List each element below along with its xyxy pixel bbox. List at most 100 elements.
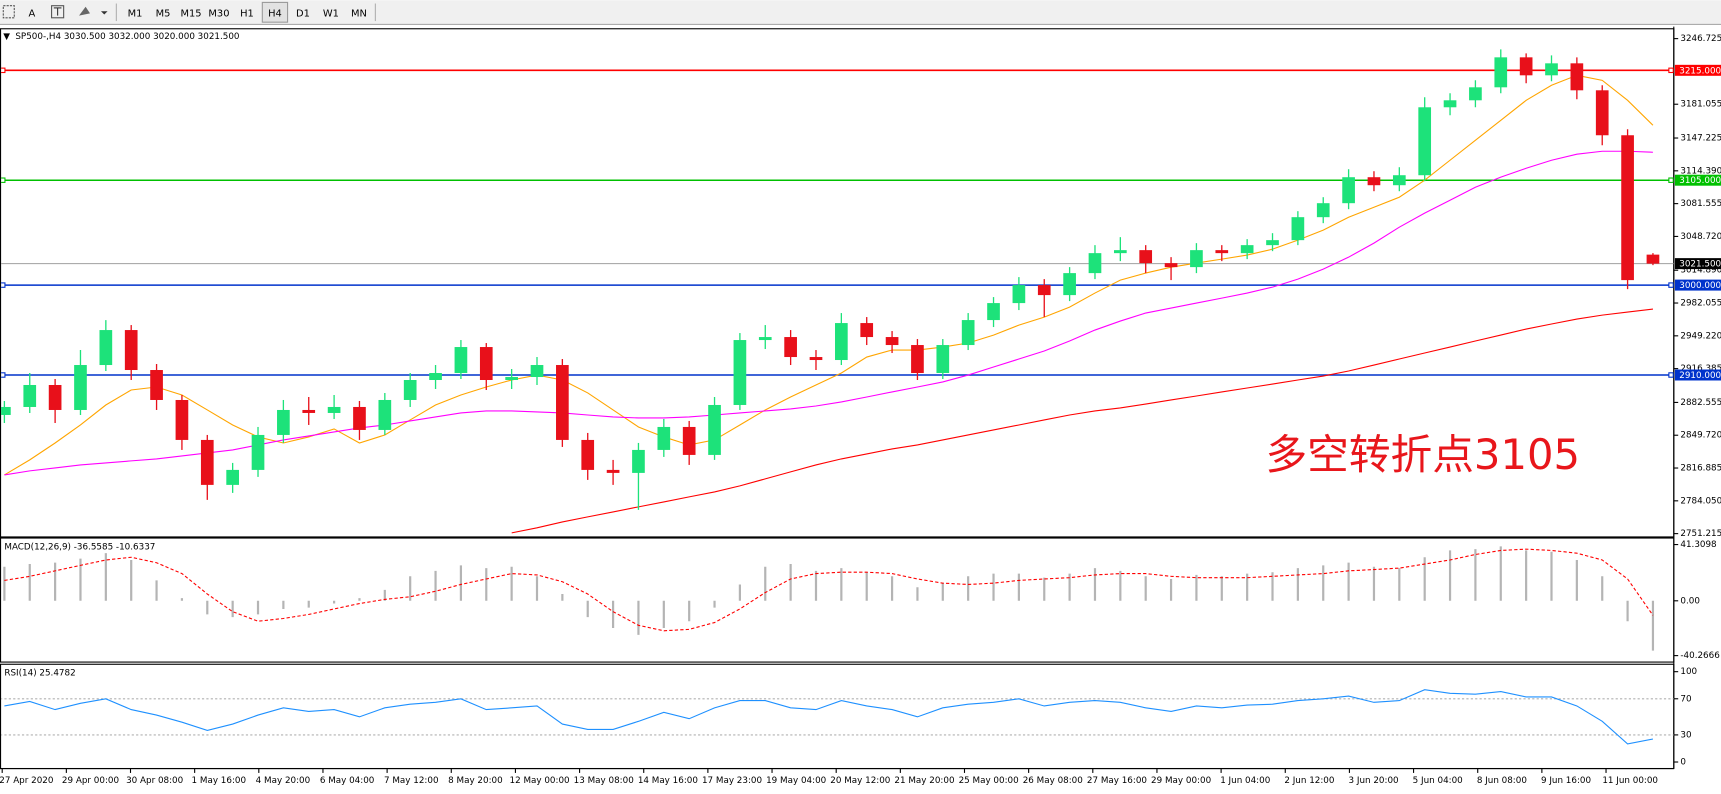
timeframe-button[interactable]: MN — [351, 8, 367, 19]
candle-body — [809, 357, 823, 361]
candle-body — [1190, 250, 1203, 268]
candle-body — [1113, 250, 1127, 254]
timeframe-button[interactable]: H1 — [240, 8, 254, 19]
candle-body — [150, 370, 163, 400]
x-tick-label: 8 Jun 08:00 — [1477, 776, 1527, 786]
level-tag — [1674, 279, 1721, 291]
rsi-line — [4, 689, 1654, 745]
timeframe-button[interactable]: W1 — [323, 8, 339, 19]
pane-title: SP500-,H4 3030.500 3032.000 3020.000 302… — [15, 32, 239, 42]
level-tag-label: 3215.000 — [1679, 66, 1721, 76]
candle-body — [657, 426, 671, 450]
x-tick-label: 3 Jun 20:00 — [1349, 776, 1399, 786]
candle-body — [505, 377, 518, 381]
candle-body — [1215, 250, 1229, 254]
y-tick-label: 2949.220 — [1680, 331, 1721, 341]
candle-body — [632, 449, 645, 473]
moving-average — [4, 74, 1654, 476]
candle-body — [403, 380, 417, 400]
level-handle — [1668, 282, 1674, 288]
y-tick-label: 41.3098 — [1680, 540, 1716, 550]
candle-body — [682, 426, 696, 455]
candle-body — [708, 404, 721, 455]
level-tag-label: 3105.000 — [1679, 176, 1721, 186]
candle-body — [1063, 273, 1076, 296]
candle-body — [556, 365, 569, 440]
x-tick-label: 11 Jun 00:00 — [1602, 776, 1658, 786]
candle-body — [378, 399, 392, 430]
timeframe-button[interactable]: M30 — [208, 8, 229, 19]
x-tick-label: 6 May 04:00 — [320, 776, 375, 786]
x-tick-label: 12 May 00:00 — [510, 776, 570, 786]
timeframe-button[interactable]: M5 — [156, 8, 171, 19]
macd-signal — [4, 548, 1654, 632]
x-tick-label: 19 May 04:00 — [766, 776, 826, 786]
candle-body — [835, 323, 848, 361]
candle-body — [1, 406, 11, 415]
y-tick-label: 2784.050 — [1680, 496, 1721, 506]
timeframe-button[interactable]: H4 — [268, 8, 282, 19]
toolbar-bg — [0, 0, 1721, 25]
candle-body — [74, 365, 87, 410]
active-timeframe — [261, 1, 289, 23]
level-handle — [1, 177, 6, 183]
level-handle — [1668, 372, 1674, 378]
candle-body — [530, 365, 544, 378]
pane-title: MACD(12,26,9) -36.5585 -10.6337 — [4, 542, 155, 552]
timeframe-button[interactable]: D1 — [296, 8, 310, 19]
candle-body — [911, 345, 924, 374]
y-tick-label: 0.00 — [1680, 596, 1700, 606]
y-tick-label: 2751.215 — [1680, 529, 1721, 539]
level-handle — [1, 67, 6, 74]
moving-average — [511, 308, 1654, 534]
crosshair-button[interactable] — [2, 5, 15, 19]
candle-body — [226, 469, 239, 485]
x-tick-label: 26 May 08:00 — [1023, 776, 1083, 786]
candle-body — [353, 406, 366, 430]
level-tag — [1674, 174, 1721, 186]
text-button[interactable]: A — [28, 8, 35, 19]
candle-body — [429, 373, 442, 381]
candle-body — [1037, 285, 1051, 296]
candle-body — [1545, 63, 1558, 76]
timeframe-button[interactable]: M1 — [128, 8, 143, 19]
x-tick-label: 25 May 00:00 — [959, 776, 1019, 786]
candle-body — [1392, 175, 1406, 186]
candle-body — [733, 340, 747, 405]
candle-body — [99, 330, 113, 366]
candle-body — [454, 347, 468, 374]
x-tick-label: 2 Jun 12:00 — [1284, 776, 1334, 786]
x-tick-label: 30 Apr 08:00 — [126, 776, 183, 786]
x-tick-label: 21 May 20:00 — [894, 776, 954, 786]
candle-body — [758, 337, 772, 341]
candle-body — [1266, 240, 1279, 246]
y-tick-label: 2882.555 — [1680, 398, 1721, 408]
shapes-button[interactable] — [79, 6, 108, 16]
level-tag-label: 2910.000 — [1679, 371, 1721, 381]
x-tick-label: 29 Apr 00:00 — [62, 776, 119, 786]
candle-body — [1088, 253, 1102, 274]
y-tick-label: 2982.055 — [1680, 299, 1721, 309]
x-tick-label: 1 May 16:00 — [192, 776, 247, 786]
label-button[interactable] — [51, 5, 65, 19]
candle-body — [1595, 90, 1609, 136]
x-tick-label: 8 May 20:00 — [448, 776, 503, 786]
plot-area: 3246.725 3181.055 3147.225 3114.390 3081.555… — [0, 26, 1721, 786]
candle-body — [1494, 57, 1508, 88]
candle-body — [1646, 254, 1660, 264]
candle-body — [277, 409, 290, 435]
candle-body — [1519, 57, 1533, 76]
candle-body — [581, 439, 595, 470]
y-tick-label: 3014.890 — [1680, 266, 1721, 276]
candle-body — [961, 320, 975, 346]
y-tick-label: 70 — [1680, 694, 1691, 704]
candle-body — [1240, 245, 1254, 254]
candle-body — [784, 337, 797, 358]
candle-body — [606, 469, 620, 473]
level-handle — [1668, 177, 1674, 183]
y-tick-label: 2916.385 — [1680, 364, 1721, 374]
candle-body — [1469, 87, 1482, 101]
candle-body — [327, 406, 341, 413]
timeframe-button[interactable]: M15 — [180, 8, 201, 19]
candle-body — [479, 347, 493, 381]
